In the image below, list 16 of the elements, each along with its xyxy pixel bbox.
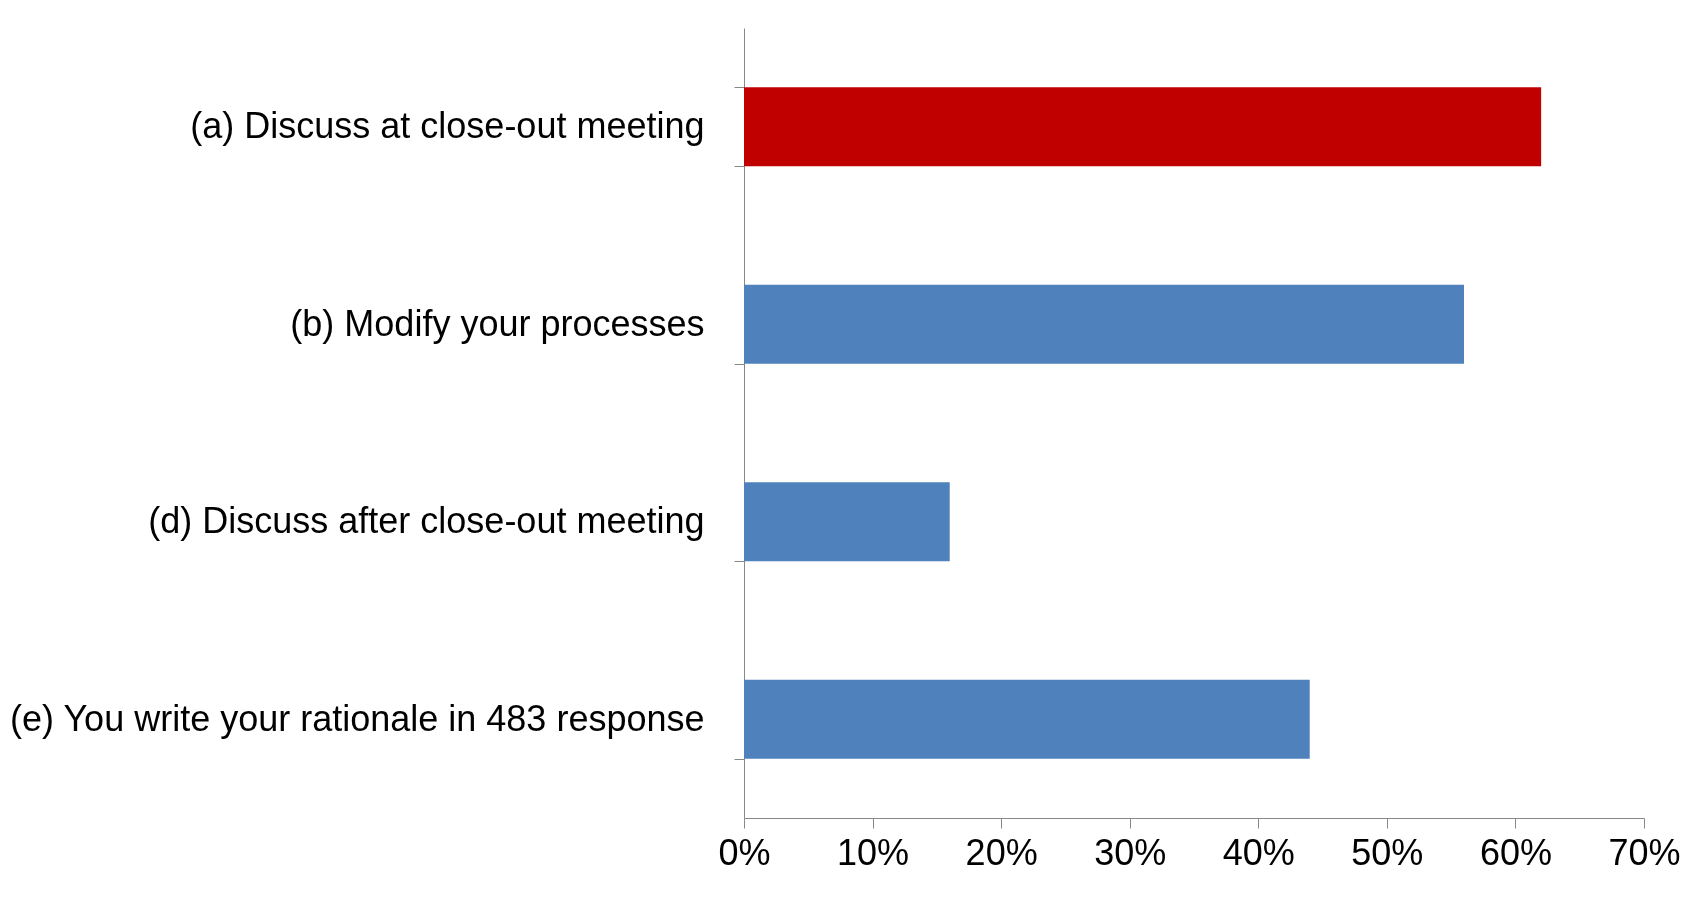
y-tick-label: (a) Discuss at close-out meeting [190,105,705,147]
y-tick-label: (e) You write your rationale in 483 response [10,697,705,739]
x-tick-label: 20% [965,831,1038,873]
x-tick-label: 70% [1608,831,1681,873]
x-tick-label: 30% [1094,831,1167,873]
bar [744,679,1310,759]
bar [744,284,1464,364]
x-tick-label: 10% [837,831,910,873]
x-tick-label: 40% [1222,831,1295,873]
x-tick-label: 50% [1351,831,1424,873]
y-tick-label: (d) Discuss after close-out meeting [148,500,705,542]
bar [744,482,950,562]
y-tick-label: (b) Modify your processes [290,302,705,344]
x-tick-label: 60% [1479,831,1552,873]
x-tick-label: 0% [718,831,771,873]
bar [744,87,1542,167]
